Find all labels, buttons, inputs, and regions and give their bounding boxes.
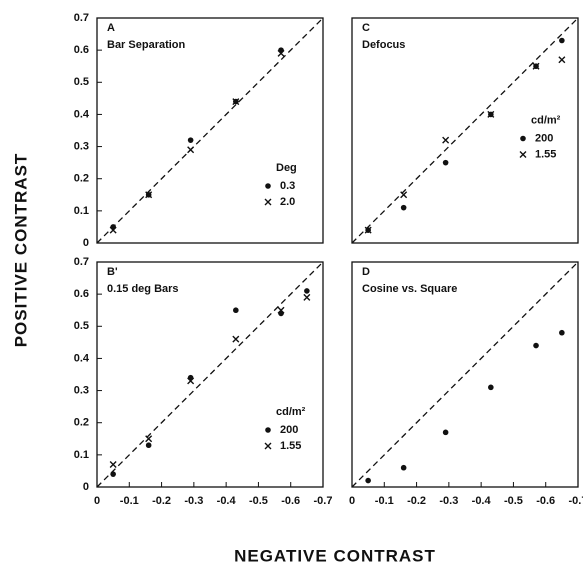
- data-point: [400, 191, 408, 199]
- y-tick-label: 0.2: [74, 417, 89, 429]
- x-tick-label: -0.6: [536, 495, 555, 507]
- data-point: [264, 442, 272, 450]
- identity-line: [96, 17, 324, 244]
- plot-frame: [351, 261, 579, 488]
- data-point: [265, 183, 271, 189]
- x-tick-label: -0.3: [184, 495, 203, 507]
- plot-frame: [96, 261, 324, 488]
- legend-label: 1.55: [535, 148, 556, 160]
- x-tick-label: 0: [349, 495, 355, 507]
- data-point: [365, 477, 371, 484]
- panel-label: D: [362, 266, 370, 278]
- x-tick-label: -0.2: [152, 495, 171, 507]
- data-point: [110, 471, 116, 477]
- panel-title: 0.15 deg Bars: [107, 283, 179, 295]
- y-tick-label: 0: [83, 481, 89, 493]
- x-tick-label: -0.4: [217, 495, 237, 507]
- x-axis-label: NEGATIVE CONTRAST: [234, 546, 436, 565]
- identity-line: [351, 261, 579, 488]
- panel-label: B': [107, 266, 118, 278]
- data-point: [265, 427, 271, 433]
- data-point: [442, 136, 450, 144]
- legend-label: 200: [535, 132, 553, 144]
- data-point: [442, 429, 449, 436]
- y-tick-label: 0.4: [74, 352, 90, 364]
- x-tick-label: -0.7: [569, 495, 583, 507]
- data-point: [145, 435, 153, 443]
- x-tick-label: -0.3: [439, 495, 458, 507]
- panel-label: A: [107, 22, 115, 34]
- y-tick-label: 0.1: [74, 449, 89, 461]
- y-tick-label: 0.3: [74, 384, 89, 396]
- x-tick-label: -0.2: [407, 495, 426, 507]
- data-point: [109, 461, 117, 468]
- data-point: [364, 226, 372, 234]
- data-point: [277, 49, 285, 57]
- identity-line: [96, 261, 324, 488]
- data-point: [488, 384, 494, 391]
- y-tick-label: 0.4: [74, 108, 90, 120]
- data-point: [109, 226, 117, 234]
- plot-frame: [351, 17, 579, 244]
- data-point: [487, 110, 495, 118]
- y-tick-label: 0.6: [74, 44, 89, 56]
- x-tick-label: -0.1: [375, 495, 394, 507]
- y-tick-label: 0.5: [74, 320, 89, 332]
- data-point: [519, 151, 527, 158]
- data-point: [303, 293, 311, 301]
- data-point: [559, 329, 565, 336]
- panel-label: C: [362, 22, 370, 34]
- panel-title: Defocus: [362, 39, 405, 51]
- data-point: [400, 204, 407, 211]
- data-point: [232, 98, 240, 106]
- x-tick-label: -0.6: [281, 495, 300, 507]
- data-point: [304, 288, 310, 294]
- x-tick-label: -0.5: [504, 495, 523, 507]
- legend-label: 0.3: [280, 180, 295, 192]
- data-point: [533, 342, 539, 349]
- x-tick-label: -0.1: [120, 495, 139, 507]
- data-point: [233, 307, 239, 314]
- data-point: [532, 62, 540, 70]
- x-tick-label: -0.4: [472, 495, 492, 507]
- data-point: [145, 191, 153, 199]
- data-point: [559, 37, 565, 44]
- data-point: [400, 464, 407, 471]
- data-point: [558, 56, 566, 64]
- legend-title: cd/m²: [276, 406, 306, 418]
- data-point: [277, 306, 285, 314]
- y-tick-label: 0.7: [74, 256, 89, 268]
- data-point: [442, 159, 449, 166]
- legend-title: Deg: [276, 162, 297, 174]
- data-point: [187, 137, 194, 143]
- y-tick-label: 0.6: [74, 288, 89, 300]
- data-point: [145, 442, 152, 449]
- data-point: [187, 377, 195, 385]
- x-tick-label: 0: [94, 495, 100, 507]
- data-point: [520, 135, 526, 142]
- identity-line: [351, 17, 579, 244]
- legend-label: 1.55: [280, 440, 301, 452]
- y-tick-label: 0.7: [74, 12, 89, 24]
- x-tick-label: -0.7: [314, 495, 333, 507]
- y-axis-label: POSITIVE CONTRAST: [11, 153, 30, 348]
- data-point: [232, 335, 240, 343]
- panel-title: Cosine vs. Square: [362, 283, 457, 295]
- y-tick-label: 0.2: [74, 173, 89, 185]
- data-point: [264, 198, 272, 206]
- data-point: [187, 146, 195, 154]
- plot-frame: [96, 17, 324, 244]
- legend-label: 2.0: [280, 196, 295, 208]
- y-tick-label: 0.3: [74, 140, 89, 152]
- panel-title: Bar Separation: [107, 39, 186, 51]
- y-tick-label: 0.5: [74, 76, 89, 88]
- x-tick-label: -0.5: [249, 495, 268, 507]
- y-tick-label: 0.1: [74, 205, 89, 217]
- y-tick-label: 0: [83, 237, 89, 249]
- legend-label: 200: [280, 424, 298, 436]
- legend-title: cd/m²: [531, 114, 561, 126]
